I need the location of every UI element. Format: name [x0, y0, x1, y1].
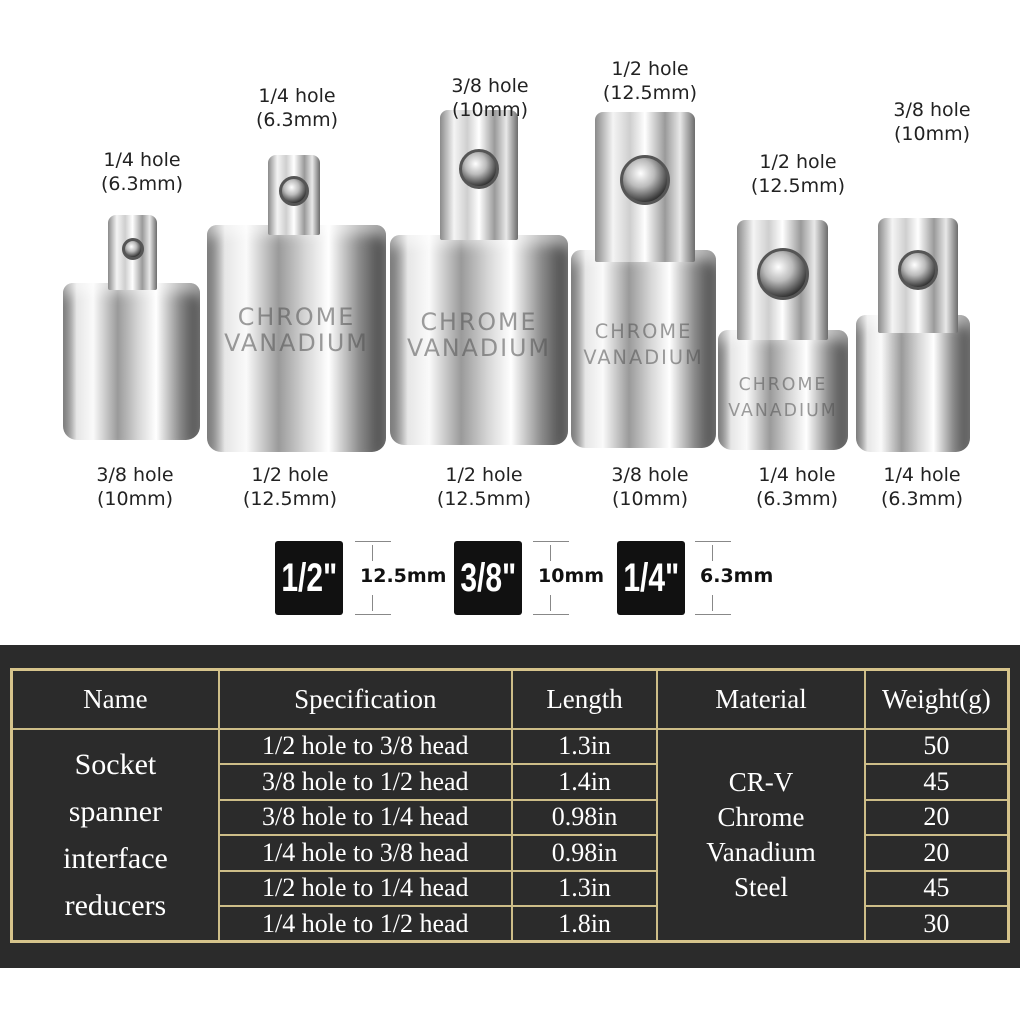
adapter-body: CHROME VANADIUM	[718, 330, 848, 450]
dimension-marker	[533, 541, 569, 615]
dimension-marker	[355, 541, 391, 615]
spec-cell: 1/2 hole to 1/4 head	[217, 869, 513, 907]
square-drive	[737, 220, 828, 340]
length-cell: 0.98in	[510, 834, 659, 872]
adapter-4-top-label: 1/2 hole (12.5mm)	[602, 58, 698, 104]
header-specification: Specification	[217, 668, 513, 730]
square-drive	[878, 218, 958, 333]
adapter-1-top-label: 1/4 hole (6.3mm)	[100, 149, 184, 195]
material-cell: CR-V Chrome Vanadium Steel	[656, 727, 866, 943]
spec-cell: 1/4 hole to 1/2 head	[217, 905, 513, 943]
length-cell: 0.98in	[510, 798, 659, 836]
adapter-3-bottom-label: 1/2 hole (12.5mm)	[436, 464, 532, 510]
table-row: 1/4 hole to 1/2 head 1.8in 30	[12, 905, 1010, 943]
engraving: CHROME VANADIUM	[224, 303, 369, 358]
weight-cell: 45	[863, 763, 1010, 801]
adapter-body: CHROME VANADIUM	[390, 235, 568, 445]
adapter-4-bottom-label: 3/8 hole (10mm)	[611, 464, 689, 510]
size-mm-quarter: 6.3mm	[700, 565, 774, 587]
spec-cell: 1/2 hole to 3/8 head	[217, 727, 513, 765]
square-drive	[595, 112, 695, 262]
adapter-body: CHROME VANADIUM	[571, 250, 716, 448]
detent-ball	[459, 148, 499, 189]
weight-cell: 20	[863, 798, 1010, 836]
square-drive	[268, 155, 320, 235]
table-row: 1/4 hole to 3/8 head 0.98in 20	[12, 834, 1010, 872]
table-row: Socket spanner interface reducers 1/2 hole …	[10, 727, 1010, 943]
engraving: CHROME VANADIUM	[728, 375, 838, 421]
adapter-2-top-label: 1/4 hole (6.3mm)	[255, 85, 339, 131]
square-drive	[440, 110, 518, 240]
square-drive	[108, 215, 157, 290]
spec-cell: 3/8 hole to 1/2 head	[217, 763, 513, 801]
size-mm-half: 12.5mm	[360, 565, 447, 587]
spec-cell: 3/8 hole to 1/4 head	[217, 798, 513, 836]
adapter-2-bottom-label: 1/2 hole (12.5mm)	[242, 464, 338, 510]
product-name-cell: Socket spanner interface reducers	[10, 727, 220, 943]
detent-ball	[898, 249, 938, 290]
weight-cell: 20	[863, 834, 1010, 872]
size-badge-three-eighths: 3/8"	[454, 541, 522, 615]
header-length: Length	[510, 668, 659, 730]
adapter-5-bottom-label: 1/4 hole (6.3mm)	[755, 464, 839, 510]
adapter-6-top-label: 3/8 hole (10mm)	[893, 99, 971, 145]
table-row: 3/8 hole to 1/2 head 1.4in 45	[12, 763, 1010, 801]
length-cell: 1.3in	[510, 869, 659, 907]
table-header-row: Name Specification Length Material Weigh…	[10, 668, 1010, 730]
adapter-body: CHROME VANADIUM	[207, 225, 386, 452]
adapter-1-bottom-label: 3/8 hole (10mm)	[96, 464, 174, 510]
engraving: CHROME VANADIUM	[583, 320, 704, 370]
header-material: Material	[656, 668, 866, 730]
weight-cell: 50	[863, 727, 1010, 765]
length-cell: 1.4in	[510, 763, 659, 801]
table-row: 3/8 hole to 1/4 head 0.98in 20	[12, 798, 1010, 836]
weight-cell: 30	[863, 905, 1010, 943]
adapter-5-top-label: 1/2 hole (12.5mm)	[750, 151, 846, 197]
adapter-body	[856, 315, 970, 452]
detent-ball	[620, 154, 670, 205]
size-badge-quarter: 1/4"	[617, 541, 685, 615]
dimension-marker	[695, 541, 731, 615]
adapter-3-top-label: 3/8 hole (10mm)	[451, 75, 529, 121]
detent-ball	[121, 237, 144, 260]
weight-cell: 45	[863, 869, 1010, 907]
adapter-body	[63, 283, 200, 440]
length-cell: 1.3in	[510, 727, 659, 765]
size-badge-half: 1/2"	[275, 541, 343, 615]
spec-table: Name Specification Length Material Weigh…	[10, 668, 1010, 943]
header-name: Name	[10, 668, 220, 730]
detent-ball	[279, 176, 309, 206]
detent-ball	[756, 248, 809, 300]
table-row: 1/2 hole to 1/4 head 1.3in 45	[12, 869, 1010, 907]
engraving: CHROME VANADIUM	[407, 307, 551, 362]
adapter-6-bottom-label: 1/4 hole (6.3mm)	[880, 464, 964, 510]
header-weight: Weight(g)	[863, 668, 1010, 730]
length-cell: 1.8in	[510, 905, 659, 943]
spec-cell: 1/4 hole to 3/8 head	[217, 834, 513, 872]
size-mm-three-eighths: 10mm	[538, 565, 605, 587]
